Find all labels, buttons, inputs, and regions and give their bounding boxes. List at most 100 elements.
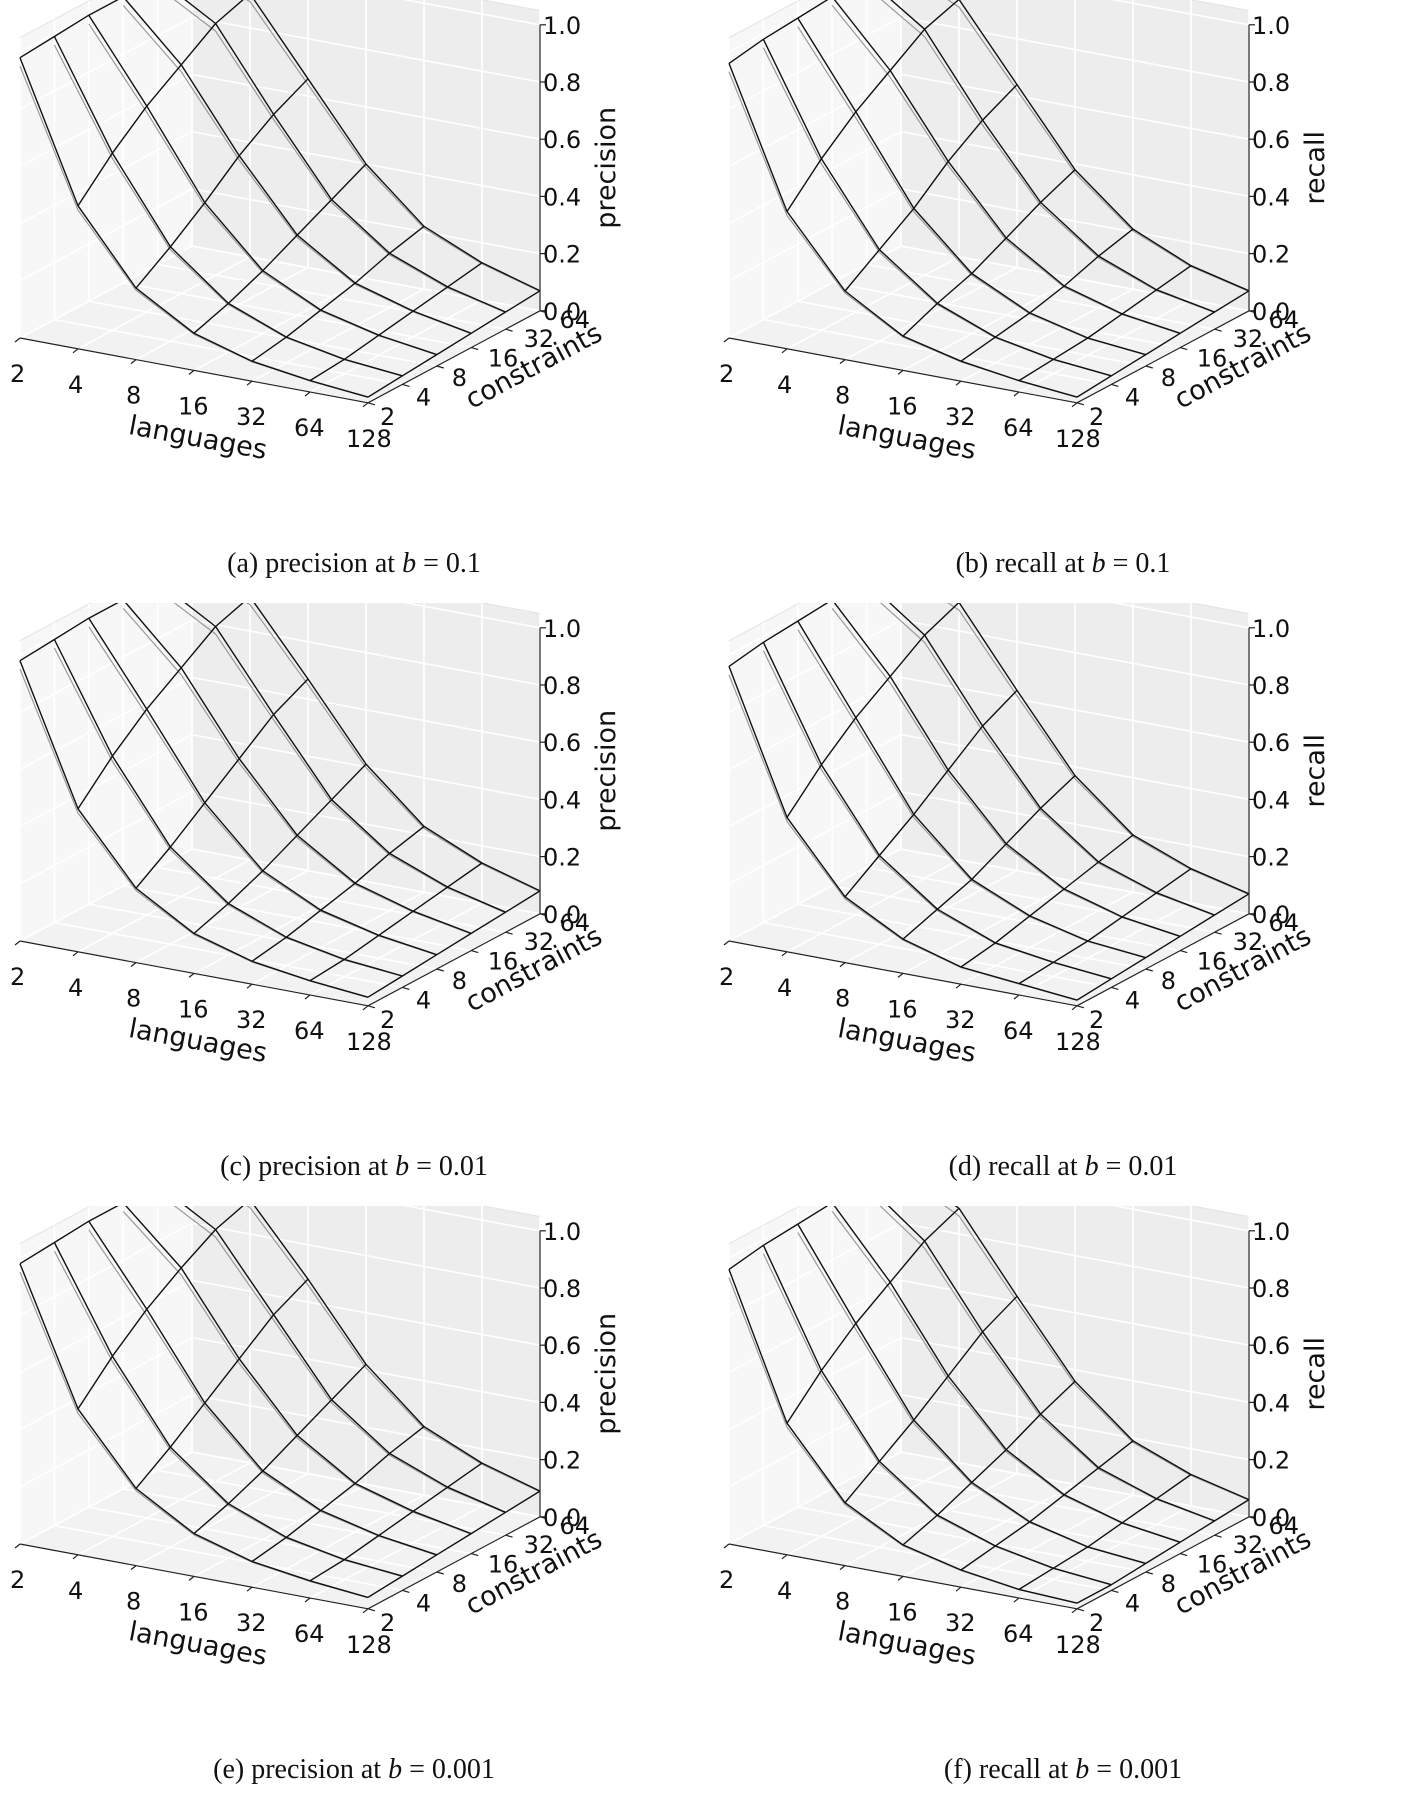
x-tick-label: 16 [887, 995, 918, 1023]
x-tick-label: 4 [68, 371, 83, 399]
wire-languages-32 [251, 225, 425, 362]
wire-languages-32 [251, 1426, 425, 1563]
z-tick-label: 0.6 [1252, 126, 1290, 154]
z-axis-label: precision [591, 1313, 622, 1435]
y-tick-label: 2 [380, 403, 395, 431]
wire-languages-2 [19, 0, 119, 59]
x-tick-label: 64 [1003, 414, 1034, 442]
y-tick-label: 32 [524, 928, 555, 956]
wireframe-surface [19, 0, 541, 398]
y-tick-label: 16 [1197, 1551, 1228, 1579]
x-tick-label: 16 [178, 995, 209, 1023]
axes [723, 627, 1257, 1011]
x-tick-label: 2 [719, 963, 734, 991]
y-tick-label: 64 [560, 1512, 591, 1540]
caption-variable: b [1075, 1754, 1090, 1785]
caption-text: (a) precision at [227, 548, 403, 579]
wireframe-surface [19, 1206, 541, 1599]
wire-languages-8 [135, 78, 309, 289]
wire-languages-8 [844, 1295, 1018, 1504]
wire-languages-16 [193, 763, 367, 934]
x-tick-label: 8 [835, 985, 850, 1013]
x-tick-label: 8 [126, 1588, 141, 1616]
panel-b: 2 4 8 16 32 64 128 2 4 8 16 32 64 0.0 0.2 0.4 0.6 0.8 1.0 l… [709, 0, 1417, 603]
z-tick-label: 0.2 [543, 844, 581, 872]
x-tick-label: 128 [1055, 1028, 1101, 1056]
caption-variable: b [1091, 548, 1106, 579]
surface-plot-b: 2 4 8 16 32 64 1282481632640.00.20.40.60.81.0l… [719, 0, 1331, 466]
x-tick-label: 128 [1055, 1631, 1101, 1659]
y-tick-label: 2 [1089, 403, 1104, 431]
z-tick-label: 0.2 [1252, 844, 1290, 872]
y-tick-label: 4 [1125, 986, 1140, 1014]
z-tick-label: 0.8 [1252, 1275, 1290, 1303]
x-tick-label: 32 [945, 403, 976, 431]
wire-languages-2 [728, 0, 829, 64]
wire-languages-8 [135, 678, 309, 889]
x-tick-label: 64 [294, 1017, 325, 1045]
wire-languages-64 [1018, 868, 1192, 985]
y-tick-label: 4 [416, 383, 431, 411]
surface-plot-a: 2 4 8 16 32 64 1282481632640.00.20.40.60.81.0l… [10, 0, 622, 466]
caption-text: (d) recall at [948, 1151, 1085, 1182]
surface-plot-d: 2 4 8 16 32 64 1282481632640.00.20.40.60.81.0l… [719, 603, 1331, 1069]
panel-a: 2 4 8 16 32 64 128 2 4 8 16 32 64 0.0 0.2 0.4 0.6 0.8 1.0 l… [0, 0, 708, 603]
y-tick-label: 16 [488, 1551, 519, 1579]
x-tick-label: 8 [126, 382, 141, 410]
x-tick-label: 2 [10, 1566, 25, 1594]
caption-value: = 0.1 [1105, 548, 1171, 579]
surface-plot-e: 2 4 8 16 32 64 1282481632640.00.20.40.60.81.0l… [10, 1206, 622, 1672]
axes [14, 1230, 548, 1614]
caption-value: = 0.01 [1098, 1151, 1178, 1182]
z-tick-label: 0.2 [1252, 1447, 1290, 1475]
y-tick-label: 64 [1269, 306, 1300, 334]
x-tick-label: 16 [887, 1598, 918, 1626]
z-tick-label: 0.2 [1252, 241, 1290, 269]
wire-languages-128 [1076, 1499, 1250, 1604]
wire-languages-4 [786, 603, 960, 818]
wire-languages-32 [960, 1440, 1134, 1571]
y-tick-label: 2 [380, 1609, 395, 1637]
x-tick-label: 32 [945, 1006, 976, 1034]
caption-text: (b) recall at [955, 548, 1092, 579]
z-tick-label: 0.8 [1252, 69, 1290, 97]
surface-plot-f: 2 4 8 16 32 64 1282481632640.00.20.40.60.81.0l… [719, 1206, 1331, 1672]
y-tick-label: 4 [416, 1589, 431, 1617]
x-tick-label: 2 [719, 1566, 734, 1594]
x-tick-label: 64 [1003, 1620, 1034, 1648]
z-tick-label: 0.6 [543, 1332, 581, 1360]
wire-languages-2 [19, 603, 119, 662]
y-tick-label: 8 [452, 967, 467, 995]
y-tick-label: 32 [1233, 928, 1264, 956]
wire-languages-32 [960, 228, 1134, 362]
x-tick-label: 128 [346, 1631, 392, 1659]
x-tick-label: 64 [294, 414, 325, 442]
x-tick-label: 4 [68, 1577, 83, 1605]
z-tick-label: 0.0 [1252, 1504, 1290, 1532]
z-tick-label: 0.8 [543, 1275, 581, 1303]
wire-languages-64 [1018, 1473, 1192, 1590]
wire-languages-64 [1018, 265, 1192, 382]
wireframe-surface [728, 1206, 1250, 1604]
z-tick-label: 1.0 [1252, 615, 1290, 643]
y-tick-label: 64 [560, 909, 591, 937]
x-tick-label: 128 [1055, 425, 1101, 453]
caption-variable: b [1084, 1151, 1099, 1182]
z-tick-label: 0.2 [543, 241, 581, 269]
surface-plot-c: 2 4 8 16 32 64 1282481632640.00.20.40.60.81.0l… [10, 603, 622, 1069]
x-tick-label: 128 [346, 1028, 392, 1056]
wire-languages-4 [77, 0, 244, 207]
z-tick-label: 0.4 [543, 1389, 581, 1417]
y-tick-label: 32 [524, 1531, 555, 1559]
wire-languages-2 [728, 603, 829, 667]
wire-languages-4 [786, 0, 960, 212]
axes [723, 24, 1257, 408]
z-axis-label: precision [591, 107, 622, 229]
y-tick-label: 8 [452, 1570, 467, 1598]
y-tick-label: 4 [1125, 383, 1140, 411]
panel-e: 2 4 8 16 32 64 128 2 4 8 16 32 64 0.0 0.2 0.4 0.6 0.8 1.0 l… [0, 1206, 708, 1809]
